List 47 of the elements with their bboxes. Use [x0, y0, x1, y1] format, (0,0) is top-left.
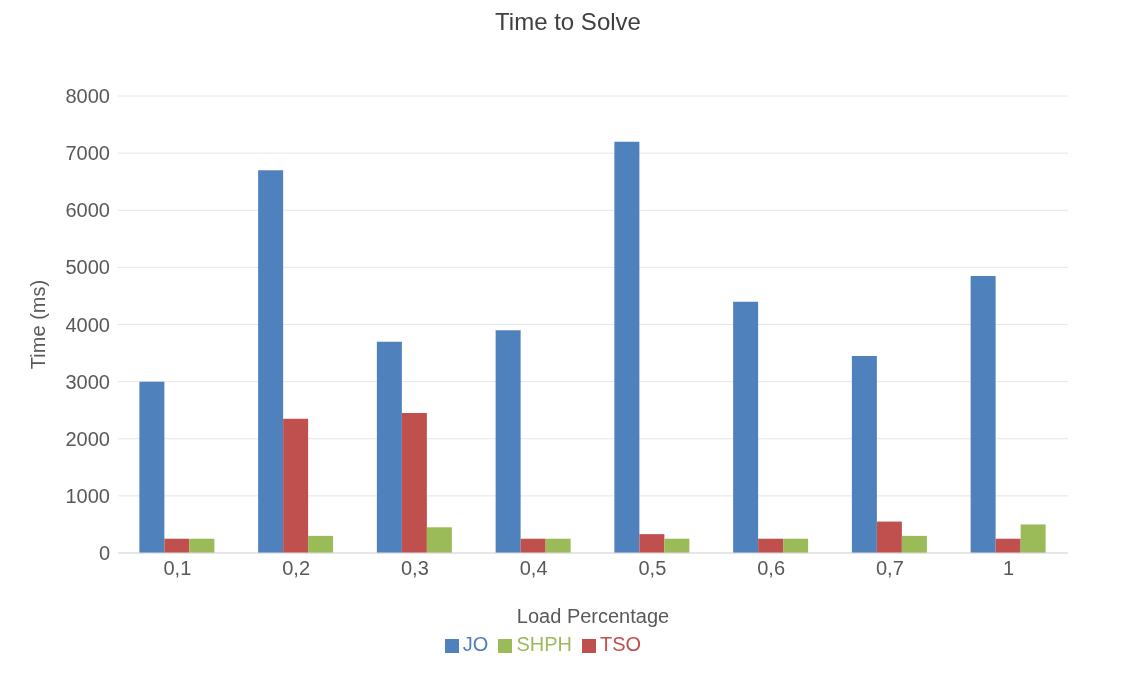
bar	[851, 355, 877, 553]
bar	[876, 521, 902, 553]
chart-title: Time to Solve	[494, 8, 642, 36]
y-tick-label: 0	[98, 542, 110, 565]
bar	[376, 341, 402, 553]
x-tick-label: 0,3	[400, 557, 429, 580]
bar	[545, 538, 571, 553]
y-tick-label: 6000	[65, 199, 110, 222]
bar	[783, 538, 809, 553]
legend-label: TSO	[600, 633, 642, 655]
y-tick-label: 1000	[65, 484, 110, 507]
y-tick-label: 8000	[65, 85, 110, 108]
legend-label: JO	[462, 633, 489, 655]
bar	[614, 141, 640, 553]
x-axis-title: Load Percentage	[516, 605, 670, 627]
bar	[189, 538, 215, 553]
bar	[639, 534, 665, 553]
bar	[495, 330, 521, 553]
y-tick-label: 2000	[65, 427, 110, 450]
bar	[164, 538, 190, 553]
bar	[258, 170, 284, 553]
bar	[733, 301, 759, 553]
x-tick-label: 0,6	[757, 557, 786, 580]
x-tick-label: 1	[1003, 557, 1015, 580]
bar	[401, 413, 427, 553]
bar	[520, 538, 546, 553]
x-tick-label: 0,5	[638, 557, 667, 580]
y-tick-label: 7000	[65, 142, 110, 165]
x-tick-label: 0,2	[282, 557, 311, 580]
bar	[426, 527, 452, 553]
bar	[664, 538, 690, 553]
y-tick-label: 4000	[65, 313, 110, 336]
bar	[758, 538, 784, 553]
bar	[970, 275, 996, 553]
bar	[901, 535, 927, 553]
legend-label: SHPH	[516, 633, 572, 655]
y-tick-label: 3000	[65, 370, 110, 393]
bar	[308, 535, 334, 553]
x-tick-label: 0,4	[519, 557, 548, 580]
y-axis-title: Time (ms)	[27, 279, 50, 370]
y-tick-label: 5000	[65, 256, 110, 279]
bar	[1020, 524, 1046, 553]
x-tick-label: 0,7	[875, 557, 904, 580]
bar	[283, 418, 309, 553]
bar	[139, 381, 165, 553]
x-tick-label: 0,1	[163, 557, 192, 580]
bar	[995, 538, 1021, 553]
